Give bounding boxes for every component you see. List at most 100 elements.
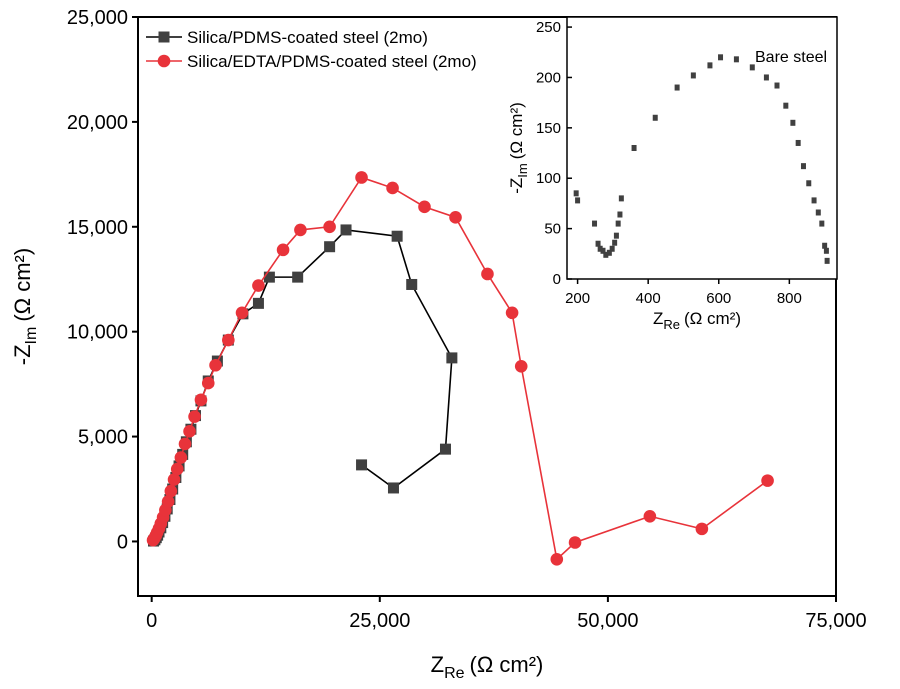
main-x-tick-label: 50,000 xyxy=(577,610,638,632)
main-y-tick-label: 0 xyxy=(117,531,128,553)
data-point-circle xyxy=(194,393,208,407)
data-point-circle xyxy=(550,552,564,566)
main-x-ticks: 0 25,000 50,000 75,000 xyxy=(146,596,867,632)
inset-y-axis-title-sub: Im xyxy=(515,163,530,177)
main-y-tick-label: 25,000 xyxy=(67,7,128,29)
inset-x-tick-label: 800 xyxy=(777,290,802,307)
inset-y-ticks: 0 50 100 150 200 250 xyxy=(536,19,572,288)
inset-data-point xyxy=(800,163,806,170)
data-point-circle xyxy=(294,223,307,237)
inset-y-tick-label: 50 xyxy=(544,221,561,238)
data-point-circle xyxy=(276,243,290,257)
data-point-circle xyxy=(161,495,175,508)
data-point-square xyxy=(263,271,275,283)
data-point-circle xyxy=(252,279,265,292)
inset-background xyxy=(567,17,837,279)
inset-data-point xyxy=(811,197,817,204)
main-x-axis-title-unit: (Ω cm²) xyxy=(470,652,544,677)
data-point-circle xyxy=(695,522,709,536)
inset-data-point xyxy=(790,119,796,126)
data-point-square xyxy=(387,482,399,494)
main-plot-frame xyxy=(137,16,837,597)
inset-data-point xyxy=(573,190,579,197)
data-point-square xyxy=(292,271,304,283)
main-x-tick-label: 25,000 xyxy=(349,610,410,632)
legend-marker-circle xyxy=(157,54,171,68)
inset-data-point xyxy=(806,180,812,187)
main-x-tick-label: 75,000 xyxy=(805,610,866,632)
inset-data-point xyxy=(822,242,828,249)
inset-data-point xyxy=(612,239,618,246)
data-point-circle xyxy=(178,437,192,451)
inset-data-point xyxy=(600,247,606,254)
data-point-square xyxy=(439,443,451,455)
inset-x-tick-label: 600 xyxy=(706,290,731,307)
inset-data-point xyxy=(795,139,801,146)
main-y-axis-title-main: -Z xyxy=(10,344,35,365)
inset-x-axis-title-unit: (Ω cm²) xyxy=(684,309,741,328)
data-point-square xyxy=(252,297,264,309)
data-point-circle xyxy=(505,306,519,320)
inset-data-point xyxy=(652,114,658,121)
main-plot: 0 25,000 50,000 75,000 0 5,000 10,000 15,000 20… xyxy=(10,7,867,682)
data-point-circle xyxy=(449,211,462,224)
inset-data-point xyxy=(618,195,624,202)
inset-annotation-bare-steel: Bare steel xyxy=(755,49,827,66)
data-point-circle xyxy=(164,484,178,498)
legend-entry-silica-edta-pdms: Silica/EDTA/PDMS-coated steel (2mo) xyxy=(146,52,477,71)
inset-x-axis-title: ZRe (Ω cm²) xyxy=(653,309,741,332)
data-point-circle xyxy=(167,473,181,486)
inset-data-point xyxy=(606,249,612,256)
inset-y-axis-title: -ZIm (Ω cm²) xyxy=(507,102,530,194)
inset-data-point xyxy=(631,145,637,151)
inset-data-point xyxy=(823,247,829,254)
inset-data-point xyxy=(815,209,821,216)
main-x-axis-title-sub: Re xyxy=(444,665,465,682)
inset-data-point xyxy=(613,232,619,239)
inset-data-point xyxy=(597,245,603,252)
inset-plot-frame xyxy=(566,16,838,280)
inset-data-point xyxy=(763,74,769,81)
main-y-axis-title-unit: (Ω cm²) xyxy=(10,248,35,322)
data-point-circle xyxy=(761,474,774,487)
data-point-circle xyxy=(643,509,657,523)
inset-data-point xyxy=(774,82,780,89)
inset-data-point xyxy=(749,64,755,71)
inset-data-point xyxy=(592,220,598,227)
data-point-circle xyxy=(183,425,196,438)
inset-y-tick-label: 250 xyxy=(536,19,561,36)
inset-data-point xyxy=(575,197,581,204)
inset-data-point xyxy=(690,72,696,79)
main-y-ticks: 0 5,000 10,000 15,000 20,000 25,000 xyxy=(67,7,138,553)
inset-x-tick-label: 200 xyxy=(565,290,590,307)
data-point-square xyxy=(340,224,352,236)
data-point-circle xyxy=(568,536,582,549)
inset-data-point xyxy=(603,251,609,258)
main-y-tick-label: 10,000 xyxy=(67,322,128,344)
inset-data-point xyxy=(615,220,621,227)
legend-label-silica-edta-pdms: Silica/EDTA/PDMS-coated steel (2mo) xyxy=(187,52,477,71)
inset-y-tick-label: 0 xyxy=(553,271,561,288)
data-point-circle xyxy=(235,306,249,320)
inset-data-point xyxy=(733,56,739,63)
data-point-circle xyxy=(514,359,528,373)
inset-y-tick-label: 100 xyxy=(536,170,561,187)
main-y-axis-title-sub: Im xyxy=(23,327,40,345)
data-point-square xyxy=(324,241,336,253)
data-point-circle xyxy=(418,200,431,214)
inset-data-point xyxy=(783,102,789,109)
data-point-circle xyxy=(174,451,188,464)
main-x-axis-title: ZRe (Ω cm²) xyxy=(431,652,544,682)
inset-data-point xyxy=(707,62,713,69)
inset-y-axis-title-main: -Z xyxy=(507,178,526,194)
main-y-tick-label: 15,000 xyxy=(67,217,128,239)
inset-series-layer xyxy=(573,54,830,264)
legend-entry-silica-pdms: Silica/PDMS-coated steel (2mo) xyxy=(146,28,428,47)
inset-x-axis-title-main: Z xyxy=(653,309,663,328)
data-point-square xyxy=(446,352,458,364)
data-point-circle xyxy=(209,358,222,372)
data-point-circle xyxy=(386,181,399,195)
main-y-axis-title: -ZIm (Ω cm²) xyxy=(10,248,40,365)
data-point-circle xyxy=(222,333,235,347)
data-point-circle xyxy=(355,171,368,184)
